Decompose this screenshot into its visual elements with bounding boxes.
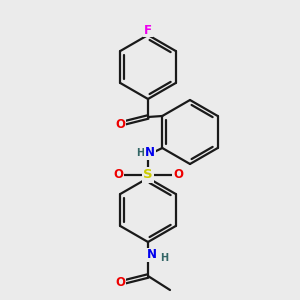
- Text: O: O: [115, 118, 125, 130]
- Text: F: F: [144, 23, 152, 37]
- Text: H: H: [160, 253, 168, 263]
- Text: H: H: [136, 148, 144, 158]
- Text: O: O: [113, 169, 123, 182]
- Text: N: N: [145, 146, 155, 160]
- Text: O: O: [173, 169, 183, 182]
- Text: N: N: [147, 248, 157, 262]
- Text: S: S: [143, 169, 153, 182]
- Text: O: O: [115, 277, 125, 290]
